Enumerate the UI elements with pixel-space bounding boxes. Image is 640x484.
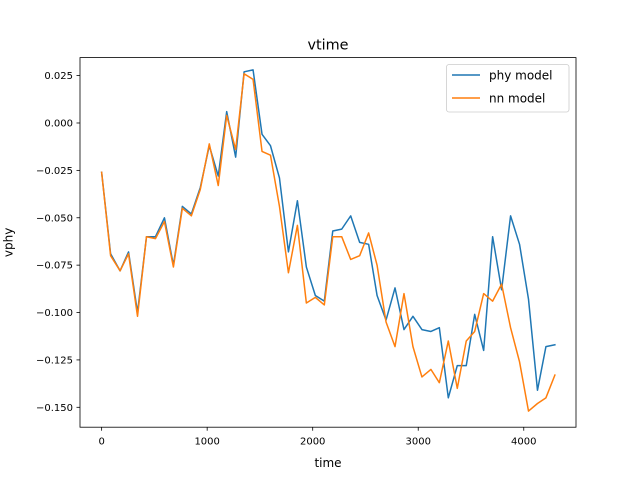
x-tick-label: 2000 <box>300 437 325 448</box>
y-tick-label: −0.050 <box>36 213 73 224</box>
x-tick-label: 4000 <box>511 437 536 448</box>
y-tick-label: −0.150 <box>36 403 73 414</box>
y-tick-label: −0.125 <box>36 356 73 367</box>
x-tick-label: 0 <box>98 437 104 448</box>
legend-frame <box>446 64 570 113</box>
plot-area-frame <box>79 57 577 428</box>
legend-label-nn-model: nn model <box>489 92 545 106</box>
y-tick-label: −0.075 <box>36 261 73 272</box>
legend-label-phy-model: phy model <box>489 69 553 83</box>
chart-title: vtime <box>307 38 348 54</box>
x-tick-label: 3000 <box>406 437 431 448</box>
y-axis-label: vphy <box>2 228 16 257</box>
legend: phy model nn model <box>446 64 570 113</box>
y-tick-label: 0.025 <box>44 71 73 82</box>
plot-area-background <box>80 57 576 428</box>
y-tick-label: −0.025 <box>36 166 73 177</box>
series-line-nn-model <box>100 72 556 412</box>
axis-layer: 0 1000 2000 3000 4000 0.025 0.000 −0.025 −0.050 −… <box>36 71 537 447</box>
x-axis-label: time <box>314 456 341 470</box>
y-tick-label: 0.000 <box>44 119 73 130</box>
y-tick-label: −0.100 <box>36 308 73 319</box>
series-layer <box>100 69 556 412</box>
x-tick-label: 1000 <box>194 437 219 448</box>
